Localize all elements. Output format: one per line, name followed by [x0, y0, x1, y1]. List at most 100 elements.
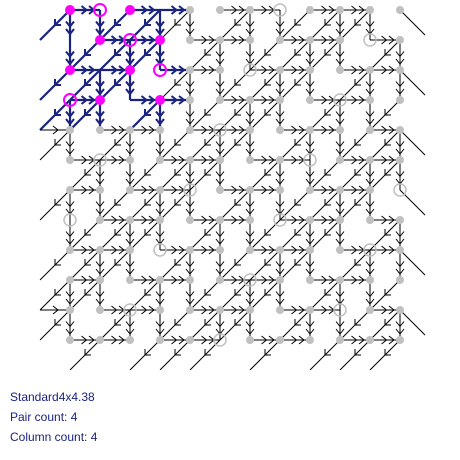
diagonal-tick-mark — [174, 19, 181, 26]
arrow-right-mark — [298, 215, 305, 225]
arrow-right-mark — [88, 95, 96, 105]
arrow-right-mark — [148, 5, 156, 15]
arrow-down-mark — [365, 171, 375, 178]
arrow-right-mark — [171, 185, 178, 195]
grid-node-dot — [126, 126, 134, 134]
arrow-down-mark — [335, 208, 345, 215]
arrow-right-mark — [170, 95, 179, 105]
grid-node-dot — [246, 156, 254, 164]
diagonal-tick-mark — [84, 169, 91, 176]
grid-node-dot — [396, 246, 404, 254]
grid-node-dot — [336, 36, 344, 44]
arrow-right-mark — [381, 215, 388, 225]
grid-node-dot — [396, 276, 404, 284]
arrow-right-mark — [321, 35, 328, 45]
edge-diagonal — [399, 9, 426, 36]
arrow-down-mark — [335, 58, 345, 65]
arrow-right-mark — [111, 245, 118, 255]
grid-node-dot — [66, 246, 74, 254]
arrow-right-mark — [81, 335, 88, 345]
arrow-right-mark — [388, 65, 395, 75]
arrow-right-mark — [201, 245, 208, 255]
arrow-right-mark — [381, 155, 388, 165]
grid-node-dot — [276, 96, 284, 104]
diagonal-tick-mark — [384, 349, 391, 356]
grid-node-dot — [126, 276, 134, 284]
arrow-down-mark — [125, 321, 135, 328]
grid-node-dot — [216, 246, 224, 254]
arrow-down-mark — [65, 50, 75, 59]
arrow-right-mark — [140, 35, 149, 45]
arrow-down-mark — [305, 261, 315, 268]
arrow-down-mark — [95, 291, 105, 298]
grid-node-dot — [276, 336, 284, 344]
arrow-right-mark — [261, 275, 268, 285]
grid-node-dot — [216, 36, 224, 44]
arrow-down-mark — [185, 21, 195, 28]
diagonal-tick-mark — [144, 289, 151, 296]
arrow-down-mark — [215, 231, 225, 238]
arrow-down-mark — [95, 208, 105, 215]
arrow-right-mark — [171, 335, 178, 345]
arrow-down-mark — [125, 268, 135, 275]
arrow-down-mark — [95, 80, 105, 89]
arrow-right-mark — [201, 65, 208, 75]
arrow-right-mark — [171, 245, 178, 255]
arrow-down-mark — [95, 261, 105, 268]
arrow-down-mark — [215, 88, 225, 95]
arrow-right-mark — [148, 95, 156, 105]
arrow-down-mark — [275, 171, 285, 178]
diagonal-tick-mark — [234, 109, 241, 116]
diagonal-tick-mark — [384, 289, 391, 296]
arrow-down-mark — [275, 111, 285, 118]
arrow-down-mark — [275, 21, 285, 28]
arrow-right-mark — [118, 65, 126, 75]
diagonal-tick-mark — [234, 289, 241, 296]
arrow-right-mark — [141, 185, 148, 195]
arrow-down-mark — [215, 261, 225, 268]
diagonal-tick-mark — [114, 199, 121, 206]
arrow-right-mark — [88, 185, 95, 195]
grid-node-dot — [246, 216, 254, 224]
grid-node-dot — [126, 246, 134, 254]
arrow-down-mark — [245, 201, 255, 208]
arrow-right-mark — [268, 65, 275, 75]
arrow-right-mark — [351, 275, 358, 285]
arrow-right-mark — [291, 125, 298, 135]
arrow-down-mark — [365, 298, 375, 305]
arrow-down-mark — [275, 268, 285, 275]
arrow-right-mark — [238, 35, 245, 45]
diagonal-tick-mark — [384, 229, 391, 236]
diagonal-tick-mark — [234, 79, 241, 86]
grid-node-dot — [396, 216, 404, 224]
arrow-down-mark — [155, 201, 165, 208]
arrow-right-mark — [268, 185, 275, 195]
grid-node-dot — [306, 336, 314, 344]
arrow-down-mark — [185, 291, 195, 298]
grid-node-dot — [216, 276, 224, 284]
arrow-right-mark — [388, 215, 395, 225]
diagonal-tick-mark — [354, 79, 361, 86]
diagonal-tick-mark — [294, 259, 301, 266]
arrow-right-mark — [148, 185, 155, 195]
arrow-right-mark — [328, 275, 335, 285]
diagonal-tick-mark — [54, 289, 61, 296]
arrow-right-mark — [52, 305, 59, 315]
arrow-down-mark — [65, 328, 75, 335]
arrow-down-mark — [305, 268, 315, 275]
grid-node-dot — [366, 66, 374, 74]
grid-node-dot — [156, 276, 164, 284]
arrow-down-mark — [65, 298, 75, 305]
arrow-right-mark — [261, 65, 268, 75]
arrow-right-mark — [118, 245, 125, 255]
active-node-ring — [123, 33, 137, 47]
arrow-right-mark — [110, 65, 119, 75]
diagonal-tick-mark — [144, 109, 151, 116]
arrow-right-mark — [358, 275, 365, 285]
arrow-down-mark — [395, 141, 405, 148]
arrow-right-mark — [358, 155, 365, 165]
arrow-right-mark — [381, 65, 388, 75]
arrow-right-mark — [321, 185, 328, 195]
diagonal-tick-mark — [144, 199, 151, 206]
arrow-right-mark — [208, 35, 215, 45]
